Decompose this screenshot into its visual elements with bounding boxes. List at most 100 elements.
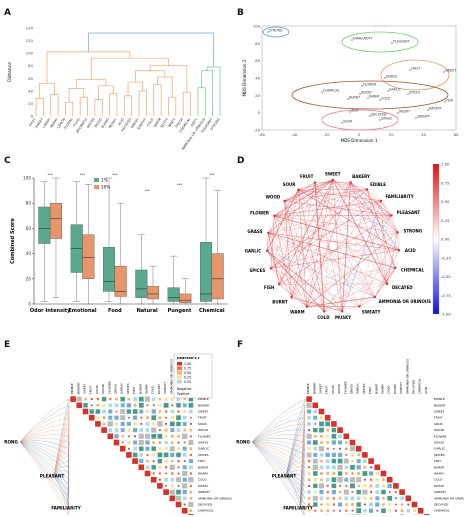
matrix-cell <box>102 403 106 407</box>
matrix-cell <box>96 397 100 401</box>
matrix-cell <box>108 409 113 414</box>
hub-edge <box>19 440 70 449</box>
network-edge <box>291 296 343 312</box>
network-edge <box>274 215 396 269</box>
network-edge <box>298 179 333 191</box>
significance-mark: *** <box>145 189 151 193</box>
matrix-cell <box>121 435 124 438</box>
network-node-label: BAKERY <box>352 174 370 179</box>
matrix-column-label: MUSKY <box>393 383 397 394</box>
matrix-row-label: MUSKY <box>198 484 209 488</box>
matrix-cell <box>157 458 163 464</box>
hub-edge <box>251 441 306 480</box>
x-tick-label: 40 <box>421 132 426 137</box>
mds-point <box>369 115 371 117</box>
matrix-column-label: GARLIC <box>356 383 360 394</box>
y-tick-label: 0 <box>28 302 31 307</box>
network-edge <box>350 182 388 285</box>
y-tick-label: 140 <box>26 26 34 31</box>
boxplot-panel: 0 20 40 60 80 100 Combined Score Odor Intensity… <box>10 173 228 314</box>
matrix-cell <box>350 464 355 470</box>
mds-point <box>384 77 386 79</box>
network-edge <box>359 296 376 307</box>
matrix-cell <box>120 403 125 408</box>
matrix-cell <box>169 446 175 452</box>
matrix-row-label: FISH <box>198 459 205 463</box>
matrix-cell <box>355 445 362 452</box>
matrix-cell <box>133 403 137 407</box>
matrix-cell <box>375 484 380 488</box>
matrix-cell <box>176 477 181 483</box>
dendrogram-link <box>201 70 213 116</box>
mds-point <box>347 98 349 100</box>
matrix-row-label: DECAYED <box>434 503 449 507</box>
matrix-cell <box>157 483 163 489</box>
y-axis-label: Combined Score <box>10 218 16 264</box>
matrix-cell <box>114 422 119 426</box>
matrix-cell <box>170 416 174 420</box>
matrix-cell <box>400 503 404 506</box>
matrix-cell <box>374 464 381 471</box>
matrix-cell <box>170 452 175 457</box>
hub-edge <box>53 454 70 477</box>
matrix-cell <box>308 485 310 487</box>
network-node <box>358 305 361 308</box>
matrix-cell <box>313 434 317 438</box>
legend-tick-label: 1.00 <box>184 362 191 366</box>
legend-tick-label: 0.75 <box>184 367 191 371</box>
y-tick-label: 100 <box>23 176 31 181</box>
matrix-cell <box>115 410 118 413</box>
matrix-cell <box>177 435 180 438</box>
matrix-cell <box>331 490 336 495</box>
hub-edge <box>285 475 306 505</box>
network-edge <box>267 250 375 298</box>
dendrogram-link <box>46 51 131 84</box>
network-node-label: COLD <box>317 315 330 320</box>
hub-edge <box>53 475 70 493</box>
matrix-row-label: EDIBLE <box>434 397 445 401</box>
hub-edge <box>19 441 70 499</box>
network-edge <box>274 215 375 298</box>
matrix-cell <box>177 410 180 413</box>
leaf-label: FOOD <box>72 117 81 128</box>
matrix-cell <box>331 452 336 457</box>
matrix-cell <box>157 421 163 427</box>
matrix-cell <box>188 402 194 408</box>
matrix-cell <box>345 503 348 506</box>
mds-point-label: EDIBLE <box>386 75 397 79</box>
network-edge <box>306 283 388 307</box>
matrix-cell <box>325 452 330 458</box>
matrix-cell <box>320 503 323 506</box>
matrix-cell <box>356 459 361 464</box>
matrix-column-label: EDIBLE <box>306 383 310 394</box>
matrix-cell <box>343 489 349 495</box>
network-edge <box>350 182 368 190</box>
network-edge <box>270 200 382 269</box>
network-node-label: STRONG <box>403 229 422 234</box>
matrix-column-label: GRASS <box>114 384 118 394</box>
matrix-cell <box>158 465 162 469</box>
matrix-cell <box>337 458 343 464</box>
matrix-column-label: FLOWER <box>343 381 347 394</box>
matrix-cell <box>190 435 192 438</box>
matrix-cell <box>339 484 342 487</box>
matrix-cell <box>325 477 330 482</box>
matrix-column-label: FRUIT <box>89 385 93 394</box>
network-edge <box>306 232 398 307</box>
matrix-cell <box>345 447 348 450</box>
matrix-cell <box>189 447 193 451</box>
matrix-cell <box>177 447 180 451</box>
matrix-cell <box>102 409 106 414</box>
network-node-label: CHEMICAL <box>401 267 425 272</box>
network-edge <box>359 232 398 307</box>
matrix-cell <box>351 459 354 463</box>
x-tick-label: 60 <box>454 132 459 137</box>
network-edge <box>270 268 360 307</box>
leaf-label: MINTY <box>167 116 177 128</box>
network-edge <box>268 232 388 285</box>
matrix-column-label: FLOWER <box>107 381 111 394</box>
mds-point-label: BAKERY <box>429 107 443 111</box>
network-edge <box>366 189 396 268</box>
hub-edge <box>53 470 70 477</box>
matrix-cell <box>363 484 367 488</box>
